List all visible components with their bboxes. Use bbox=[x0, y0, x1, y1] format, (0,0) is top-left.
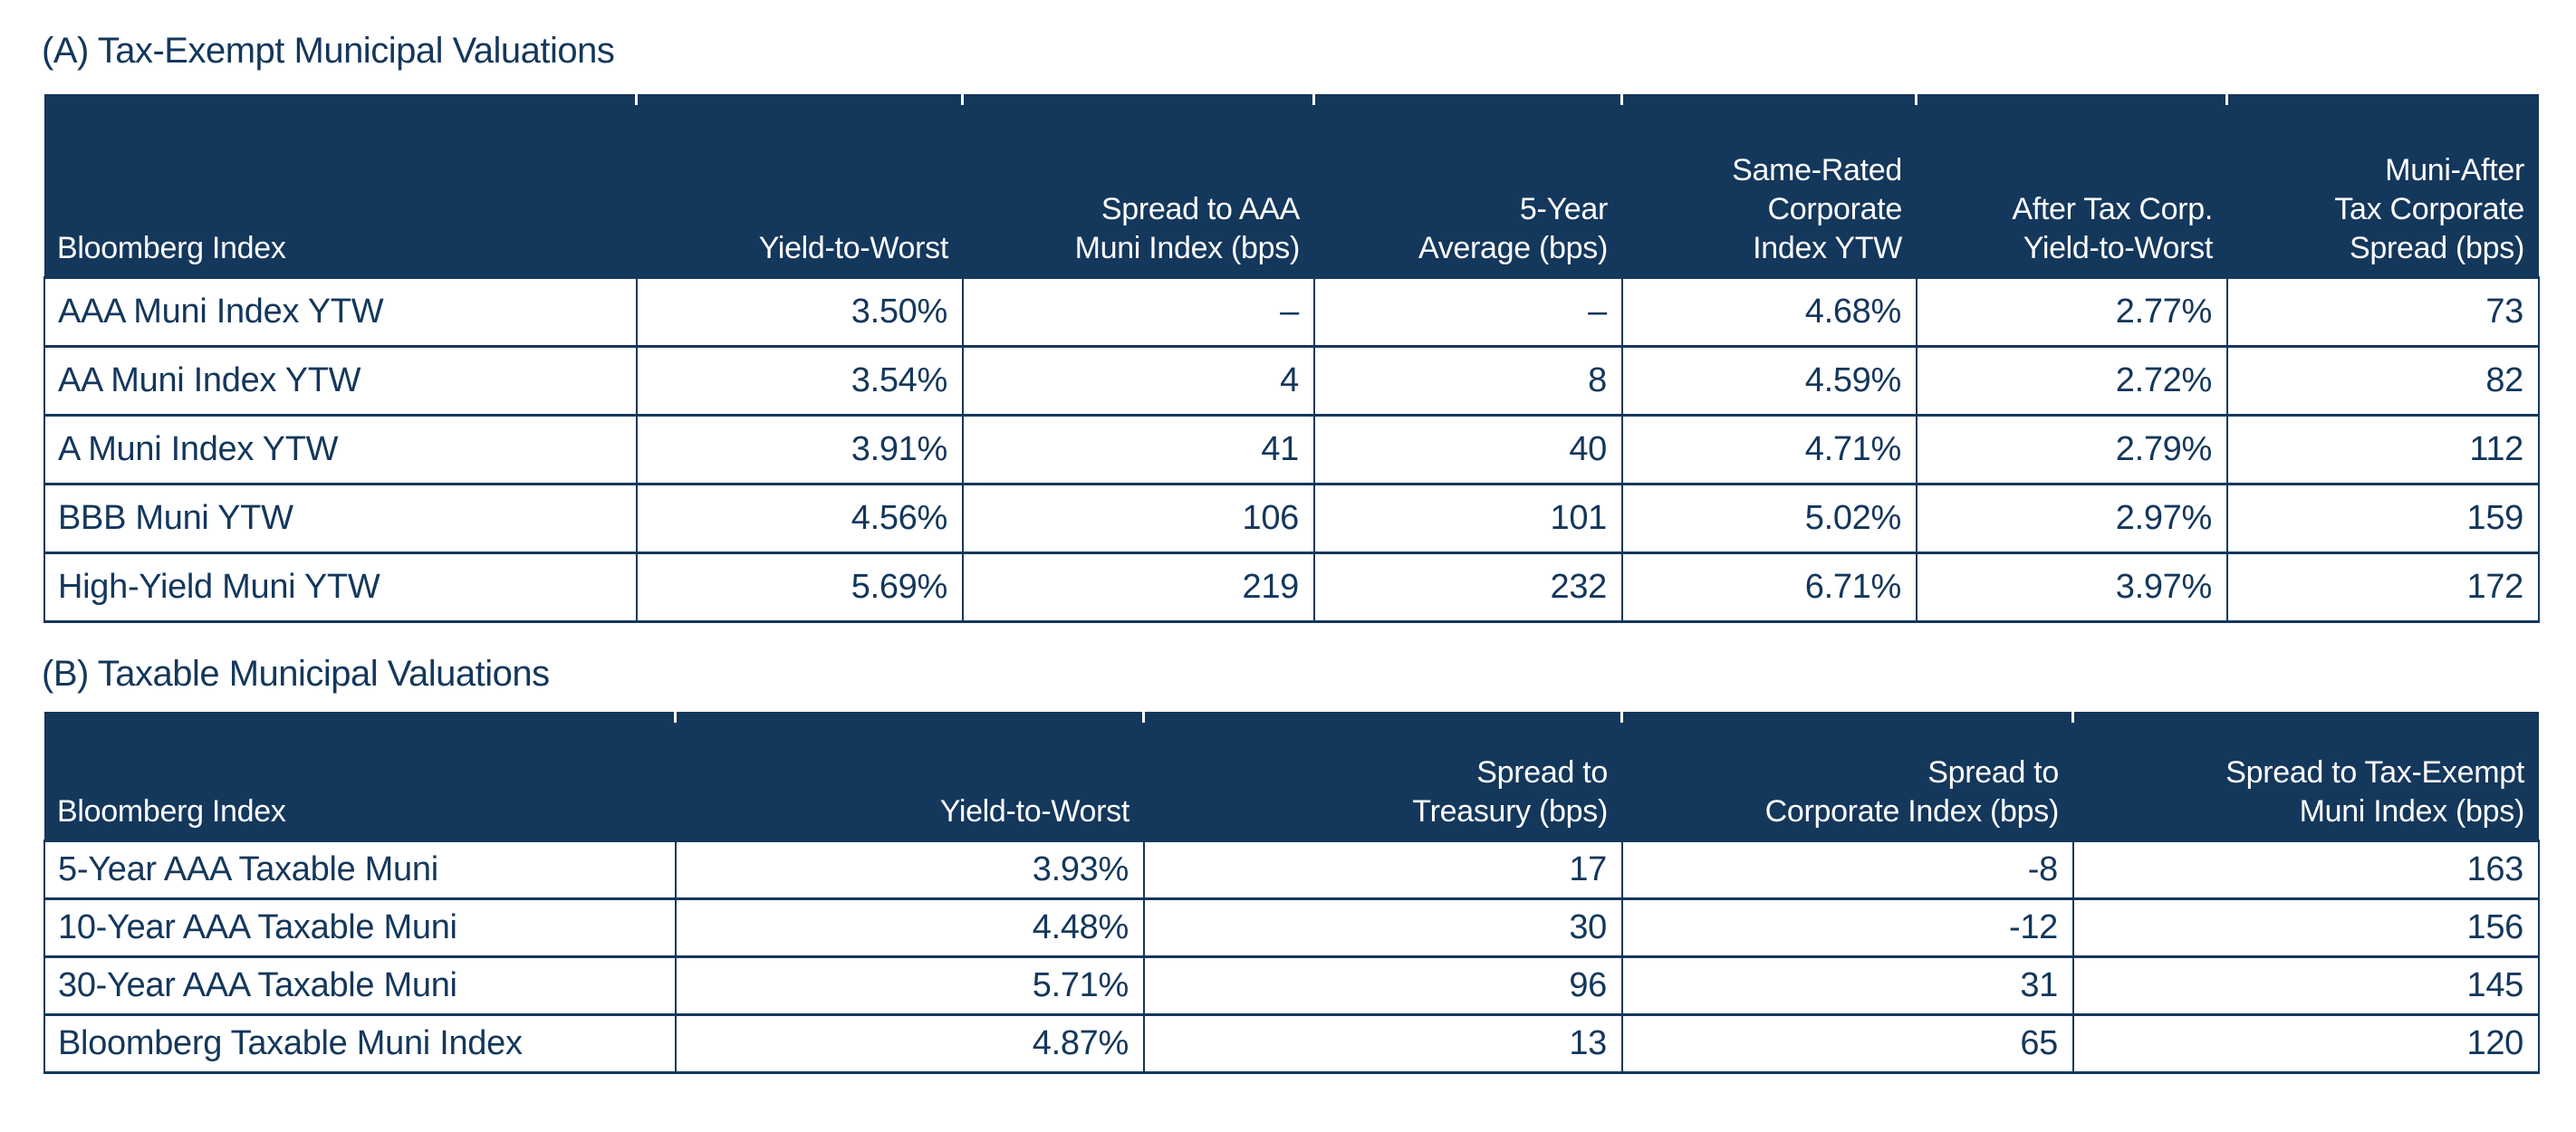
table-cell: 6.71% bbox=[1621, 552, 1918, 623]
tax-exempt-section-title: (A) Tax-Exempt Municipal Valuations bbox=[42, 31, 615, 71]
table-cell: 31 bbox=[1621, 955, 2074, 1016]
table-cell: 2.97% bbox=[1916, 483, 2228, 554]
table-cell: 159 bbox=[2226, 483, 2540, 554]
table-cell: 5.71% bbox=[675, 955, 1145, 1016]
table-row: BBB Muni YTW 4.56% 106 101 5.02% 2.97% 1… bbox=[43, 483, 2540, 554]
table-cell: 96 bbox=[1143, 955, 1623, 1016]
table-cell: 73 bbox=[2226, 276, 2540, 348]
column-header-same-rated-corporate-ytw: Same-Rated Corporate Index YTW bbox=[1620, 94, 1917, 278]
table-row: Bloomberg Taxable Muni Index 4.87% 13 65… bbox=[43, 1013, 2540, 1074]
column-header-bloomberg-index: Bloomberg Index bbox=[44, 94, 637, 278]
index-name-cell: 30-Year AAA Taxable Muni bbox=[43, 955, 677, 1016]
table-cell: 2.79% bbox=[1916, 414, 2228, 485]
taxable-header-row: Bloomberg Index Yield-to-Worst Spread to… bbox=[44, 712, 2539, 841]
index-name-cell: AA Muni Index YTW bbox=[43, 345, 638, 417]
index-name-cell: 10-Year AAA Taxable Muni bbox=[43, 897, 677, 958]
table-row: 5-Year AAA Taxable Muni 3.93% 17 -8 163 bbox=[43, 839, 2540, 900]
column-header-5-year-average: 5-Year Average (bps) bbox=[1312, 94, 1622, 278]
table-cell: 17 bbox=[1143, 839, 1623, 900]
table-cell: 13 bbox=[1143, 1013, 1623, 1074]
taxable-section-title: (B) Taxable Municipal Valuations bbox=[42, 654, 550, 694]
table-cell: 4.87% bbox=[675, 1013, 1145, 1074]
table-cell: -12 bbox=[1621, 897, 2074, 958]
table-cell: 106 bbox=[962, 483, 1315, 554]
table-cell: 163 bbox=[2072, 839, 2540, 900]
table-row: 10-Year AAA Taxable Muni 4.48% 30 -12 15… bbox=[43, 897, 2540, 958]
table-cell: 65 bbox=[1621, 1013, 2074, 1074]
table-cell: 3.93% bbox=[675, 839, 1145, 900]
table-cell: 3.54% bbox=[636, 345, 964, 417]
table-cell: 4.68% bbox=[1621, 276, 1918, 348]
table-cell: 172 bbox=[2226, 552, 2540, 623]
table-row: AA Muni Index YTW 3.54% 4 8 4.59% 2.72% … bbox=[43, 345, 2540, 417]
table-cell: 2.72% bbox=[1916, 345, 2228, 417]
column-header-after-tax-corp-ytw: After Tax Corp. Yield-to-Worst bbox=[1915, 94, 2227, 278]
table-cell: 219 bbox=[962, 552, 1315, 623]
index-name-cell: Bloomberg Taxable Muni Index bbox=[43, 1013, 677, 1074]
table-cell: 41 bbox=[962, 414, 1315, 485]
taxable-valuations-table: Bloomberg Index Yield-to-Worst Spread to… bbox=[43, 712, 2540, 1074]
table-cell: 145 bbox=[2072, 955, 2540, 1016]
table-cell: 2.77% bbox=[1916, 276, 2228, 348]
table-cell: -8 bbox=[1621, 839, 2074, 900]
table-row: 30-Year AAA Taxable Muni 5.71% 96 31 145 bbox=[43, 955, 2540, 1016]
table-cell: 101 bbox=[1313, 483, 1623, 554]
table-cell: 5.69% bbox=[636, 552, 964, 623]
table-cell: 3.91% bbox=[636, 414, 964, 485]
tax-exempt-header-row: Bloomberg Index Yield-to-Worst Spread to… bbox=[44, 94, 2539, 278]
table-cell: 30 bbox=[1143, 897, 1623, 958]
table-cell: – bbox=[962, 276, 1315, 348]
table-cell: 4.56% bbox=[636, 483, 964, 554]
table-cell: 5.02% bbox=[1621, 483, 1918, 554]
table-cell: 40 bbox=[1313, 414, 1623, 485]
column-header-spread-to-tax-exempt: Spread to Tax-Exempt Muni Index (bps) bbox=[2071, 712, 2539, 841]
table-cell: 4.71% bbox=[1621, 414, 1918, 485]
column-header-yield-to-worst: Yield-to-Worst bbox=[674, 712, 1144, 841]
table-row: High-Yield Muni YTW 5.69% 219 232 6.71% … bbox=[43, 552, 2540, 623]
table-row: AAA Muni Index YTW 3.50% – – 4.68% 2.77%… bbox=[43, 276, 2540, 348]
column-header-bloomberg-index: Bloomberg Index bbox=[44, 712, 676, 841]
column-header-yield-to-worst: Yield-to-Worst bbox=[635, 94, 963, 278]
table-cell: 120 bbox=[2072, 1013, 2540, 1074]
table-cell: 4 bbox=[962, 345, 1315, 417]
table-cell: 82 bbox=[2226, 345, 2540, 417]
column-header-spread-to-corporate: Spread to Corporate Index (bps) bbox=[1620, 712, 2073, 841]
table-row: A Muni Index YTW 3.91% 41 40 4.71% 2.79%… bbox=[43, 414, 2540, 485]
table-cell: 3.97% bbox=[1916, 552, 2228, 623]
table-cell: 4.59% bbox=[1621, 345, 1918, 417]
table-cell: 3.50% bbox=[636, 276, 964, 348]
table-cell: – bbox=[1313, 276, 1623, 348]
index-name-cell: High-Yield Muni YTW bbox=[43, 552, 638, 623]
table-cell: 156 bbox=[2072, 897, 2540, 958]
table-cell: 232 bbox=[1313, 552, 1623, 623]
tax-exempt-valuations-table: Bloomberg Index Yield-to-Worst Spread to… bbox=[43, 94, 2540, 623]
table-cell: 4.48% bbox=[675, 897, 1145, 958]
column-header-spread-to-aaa-muni: Spread to AAA Muni Index (bps) bbox=[961, 94, 1314, 278]
column-header-spread-to-treasury: Spread to Treasury (bps) bbox=[1142, 712, 1622, 841]
index-name-cell: A Muni Index YTW bbox=[43, 414, 638, 485]
table-cell: 112 bbox=[2226, 414, 2540, 485]
table-cell: 8 bbox=[1313, 345, 1623, 417]
index-name-cell: BBB Muni YTW bbox=[43, 483, 638, 554]
column-header-muni-after-tax-spread: Muni-After Tax Corporate Spread (bps) bbox=[2225, 94, 2539, 278]
index-name-cell: 5-Year AAA Taxable Muni bbox=[43, 839, 677, 900]
index-name-cell: AAA Muni Index YTW bbox=[43, 276, 638, 348]
